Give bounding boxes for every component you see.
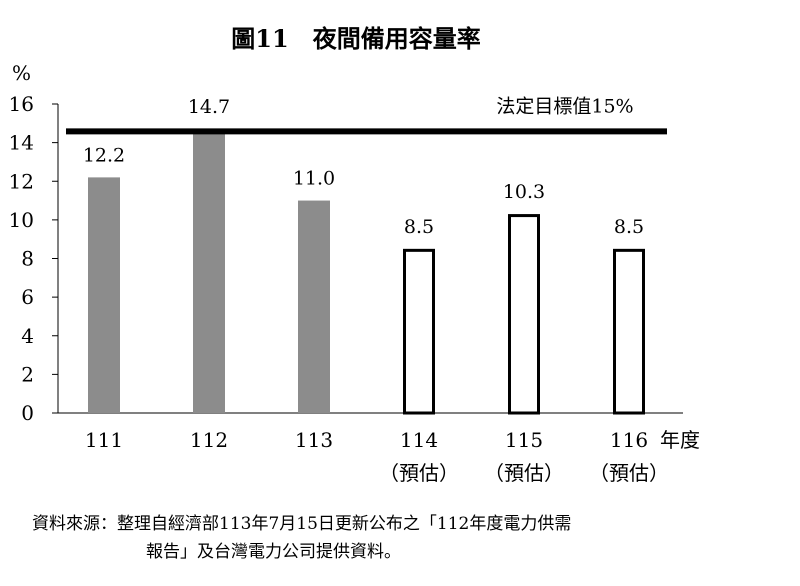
source-note-line1: 資料來源：整理自經濟部113年7月15日更新公布之「112年度電力供需 bbox=[32, 514, 572, 534]
x-axis-label: 年度 bbox=[660, 428, 700, 452]
source-note: 資料來源：整理自經濟部113年7月15日更新公布之「112年度電力供需 報告」及… bbox=[32, 510, 772, 566]
y-tick-label: 8 bbox=[21, 247, 34, 271]
y-tick-label: 0 bbox=[21, 401, 34, 425]
y-tick-label: 2 bbox=[21, 362, 34, 386]
x-tick-sublabel: （預估） bbox=[484, 461, 564, 485]
y-tick-label: 12 bbox=[9, 169, 34, 193]
reference-line-label: 法定目標值15% bbox=[496, 95, 633, 117]
plot-area: 0 2 4 6 8 10 12 14 16 12.2 111 14.7 112 11.0 113 8.5 114… bbox=[9, 92, 700, 485]
x-tick-sublabel: （預估） bbox=[589, 461, 669, 485]
x-tick-label: 113 bbox=[295, 428, 333, 452]
bar-value-label: 10.3 bbox=[503, 181, 545, 203]
bar-value-label: 12.2 bbox=[83, 144, 125, 166]
bar bbox=[298, 200, 330, 413]
bar bbox=[403, 248, 435, 415]
y-tick-label: 6 bbox=[21, 285, 34, 309]
y-tick-label: 14 bbox=[9, 131, 34, 155]
source-note-line2: 報告」及台灣電力公司提供資料。 bbox=[146, 542, 401, 562]
bar bbox=[508, 214, 540, 415]
y-tick-label: 16 bbox=[9, 92, 34, 116]
bar-value-label: 8.5 bbox=[614, 216, 644, 238]
bar-value-label: 11.0 bbox=[293, 168, 335, 190]
chart-svg: 圖11 夜間備用容量率 % 0 2 4 6 8 10 12 14 16 12.2 111 14.7 11… bbox=[9, 24, 700, 485]
x-tick-label: 111 bbox=[85, 428, 123, 452]
bar-value-label: 8.5 bbox=[404, 216, 434, 238]
x-tick-label: 116 bbox=[610, 428, 648, 452]
y-axis-unit: % bbox=[12, 61, 31, 85]
x-tick-label: 115 bbox=[505, 428, 543, 452]
bar-value-label: 14.7 bbox=[188, 96, 230, 118]
chart-title: 圖11 夜間備用容量率 bbox=[231, 24, 480, 53]
bar bbox=[613, 248, 645, 415]
x-tick-label: 114 bbox=[400, 428, 438, 452]
bar bbox=[193, 129, 225, 413]
x-tick-sublabel: （預估） bbox=[379, 461, 459, 485]
y-tick-label: 10 bbox=[9, 208, 34, 232]
bar bbox=[88, 177, 120, 413]
y-tick-label: 4 bbox=[21, 324, 34, 348]
x-tick-label: 112 bbox=[190, 428, 228, 452]
